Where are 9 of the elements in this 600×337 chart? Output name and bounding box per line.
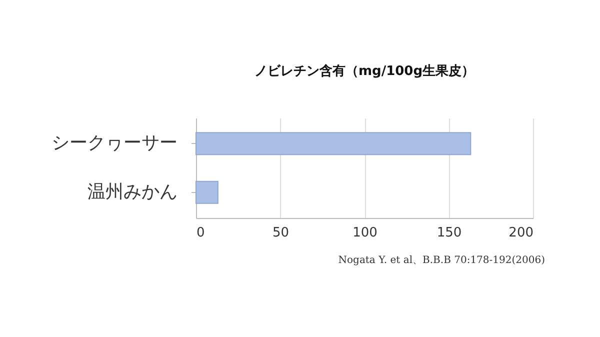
y-tick-label: 温州みかん	[88, 181, 178, 202]
chart-title: ノビレチン含有（mg/100g生果皮）	[254, 63, 475, 79]
text: Nogata Y. et al、B.B.B 70:178-192(2006)	[338, 255, 546, 266]
x-tick-label: 0	[196, 226, 205, 240]
x-tick-label: 50	[272, 226, 290, 240]
x-tick-label: 200	[508, 226, 534, 240]
x-tick-label: 100	[352, 226, 378, 240]
x-tick-label: 150	[436, 226, 462, 240]
y-tick-label: シークヮーサー	[52, 132, 178, 154]
